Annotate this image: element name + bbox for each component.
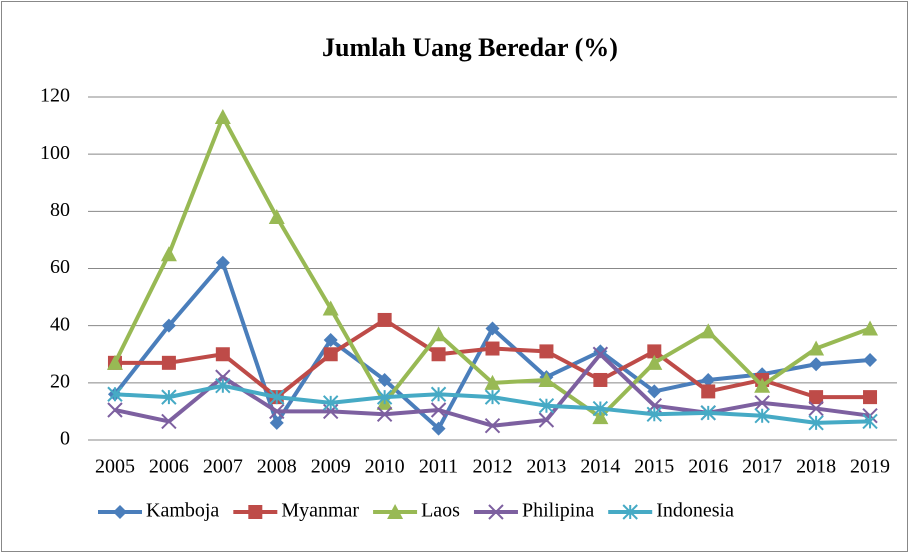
- marker: [430, 326, 447, 342]
- marker: [592, 409, 609, 425]
- marker: [593, 372, 608, 387]
- marker: [430, 386, 447, 402]
- legend-label: Philipina: [522, 500, 594, 522]
- x-tick-label: 2009: [311, 456, 351, 478]
- marker: [269, 415, 284, 430]
- marker: [754, 395, 770, 411]
- marker: [863, 390, 878, 405]
- marker: [488, 504, 504, 520]
- x-tick-label: 2007: [203, 456, 243, 478]
- x-tick-label: 2016: [688, 456, 728, 478]
- marker: [538, 371, 555, 387]
- x-tick-label: 2017: [742, 456, 782, 478]
- marker: [808, 400, 824, 417]
- marker: [754, 377, 771, 393]
- legend-label: Indonesia: [656, 500, 734, 522]
- marker: [539, 344, 554, 359]
- x-tick-label: 2014: [580, 456, 620, 478]
- chart-title: Jumlah Uang Beredar (%): [322, 33, 618, 62]
- marker: [161, 413, 177, 430]
- marker: [700, 323, 717, 339]
- marker: [215, 377, 231, 394]
- marker: [809, 390, 824, 405]
- y-tick-label: 120: [40, 85, 70, 107]
- legend-label: Kamboja: [146, 500, 219, 522]
- legend-label: Laos: [421, 500, 460, 522]
- y-tick-label: 100: [40, 142, 70, 164]
- marker: [430, 402, 447, 418]
- marker: [646, 354, 663, 370]
- marker: [107, 386, 123, 402]
- x-tick-label: 2012: [473, 456, 513, 478]
- x-tick-label: 2019: [850, 456, 890, 478]
- marker: [485, 321, 500, 336]
- marker: [647, 344, 662, 359]
- marker: [485, 341, 500, 356]
- marker: [484, 374, 501, 390]
- marker: [323, 347, 338, 362]
- marker: [161, 389, 177, 405]
- marker: [248, 505, 263, 519]
- y-tick-label: 20: [50, 370, 70, 392]
- y-tick-label: 60: [50, 256, 70, 278]
- marker: [268, 209, 285, 225]
- x-tick-label: 2018: [796, 456, 836, 478]
- marker: [538, 397, 555, 414]
- marker: [269, 389, 285, 405]
- marker: [387, 504, 404, 519]
- x-tick-label: 2008: [257, 456, 297, 478]
- marker: [862, 413, 878, 430]
- marker: [377, 312, 392, 327]
- marker: [484, 389, 501, 405]
- marker: [863, 352, 878, 367]
- marker: [646, 406, 663, 422]
- marker: [214, 109, 231, 125]
- marker: [106, 354, 123, 370]
- marker: [592, 400, 609, 417]
- marker: [113, 505, 127, 519]
- marker: [431, 347, 446, 362]
- x-tick-label: 2015: [634, 456, 674, 478]
- marker: [107, 402, 123, 418]
- marker: [862, 320, 879, 336]
- marker: [376, 389, 393, 405]
- marker: [161, 318, 176, 333]
- marker: [484, 418, 501, 434]
- y-tick-label: 80: [50, 199, 70, 221]
- marker: [808, 340, 825, 356]
- marker: [215, 347, 230, 362]
- marker: [754, 407, 770, 424]
- marker: [809, 357, 824, 372]
- x-tick-label: 2010: [365, 456, 405, 478]
- marker: [701, 384, 716, 399]
- x-tick-label: 2011: [419, 456, 458, 478]
- x-tick-label: 2013: [526, 456, 566, 478]
- x-tick-label: 2005: [95, 456, 135, 478]
- marker: [377, 372, 392, 387]
- marker: [322, 395, 339, 411]
- marker: [700, 405, 716, 421]
- marker: [431, 421, 446, 436]
- marker: [538, 412, 555, 428]
- y-tick-label: 0: [60, 428, 70, 450]
- marker: [376, 406, 393, 422]
- marker: [808, 415, 824, 431]
- marker: [161, 355, 176, 370]
- x-tick-label: 2006: [149, 456, 189, 478]
- legend-label: Myanmar: [281, 500, 359, 522]
- marker: [592, 346, 609, 362]
- marker: [701, 372, 716, 387]
- marker: [323, 332, 338, 347]
- marker: [647, 384, 662, 399]
- marker: [322, 300, 339, 316]
- marker: [215, 255, 230, 270]
- y-tick-label: 40: [50, 313, 70, 335]
- marker: [269, 403, 285, 420]
- marker: [622, 504, 638, 520]
- marker: [160, 246, 177, 262]
